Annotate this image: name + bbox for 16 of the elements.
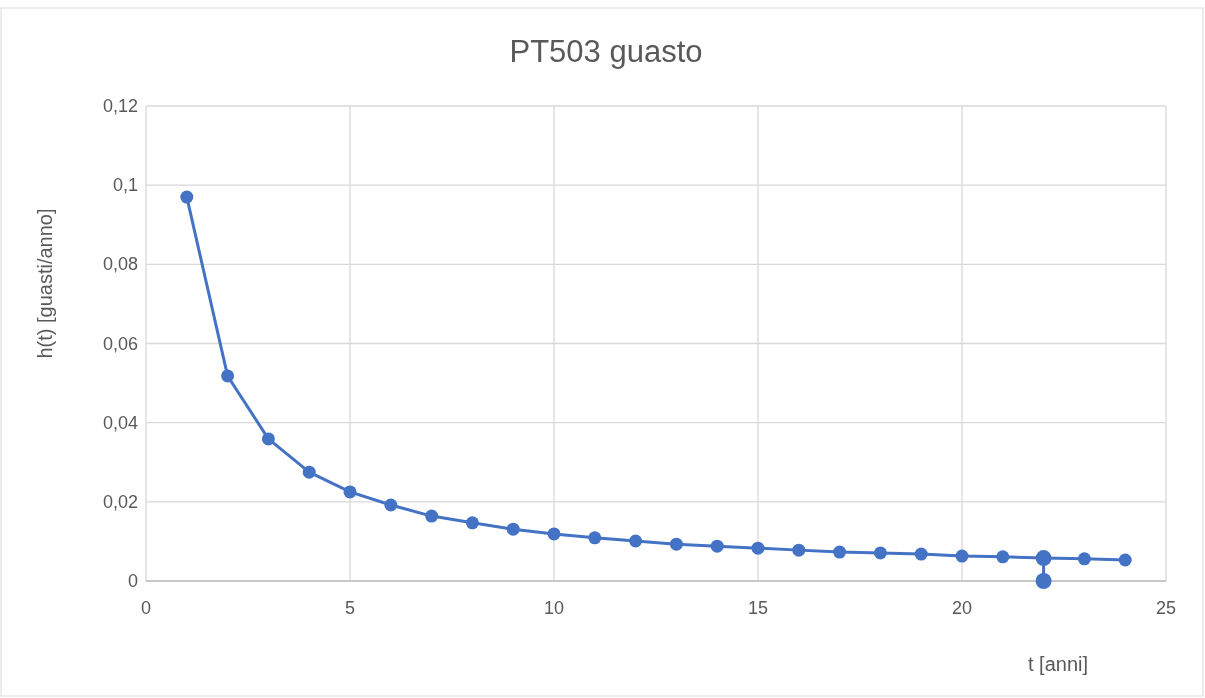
x-tick-label: 5 <box>344 598 356 618</box>
chart-title: PT503 guasto <box>509 34 703 69</box>
y-axis-title: h(t) [guasti/anno] <box>34 208 56 359</box>
x-tick-label: 15 <box>747 598 769 618</box>
y-tick-label: 0,06 <box>102 333 138 354</box>
x-axis-title: t [anni] <box>1027 653 1089 675</box>
x-tick-label: 0 <box>140 598 152 618</box>
y-tick-label: 0,04 <box>102 412 138 433</box>
y-tick-label: 0,12 <box>102 96 138 116</box>
x-tick-label: 20 <box>951 598 973 618</box>
y-tick-label: 0,02 <box>102 491 138 512</box>
x-tick-label: 10 <box>543 598 565 618</box>
y-tick-label: 0 <box>127 571 138 591</box>
y-tick-label: 0,1 <box>112 175 138 196</box>
x-tick-label: 25 <box>1155 598 1177 618</box>
y-tick-label: 0,08 <box>102 254 138 275</box>
